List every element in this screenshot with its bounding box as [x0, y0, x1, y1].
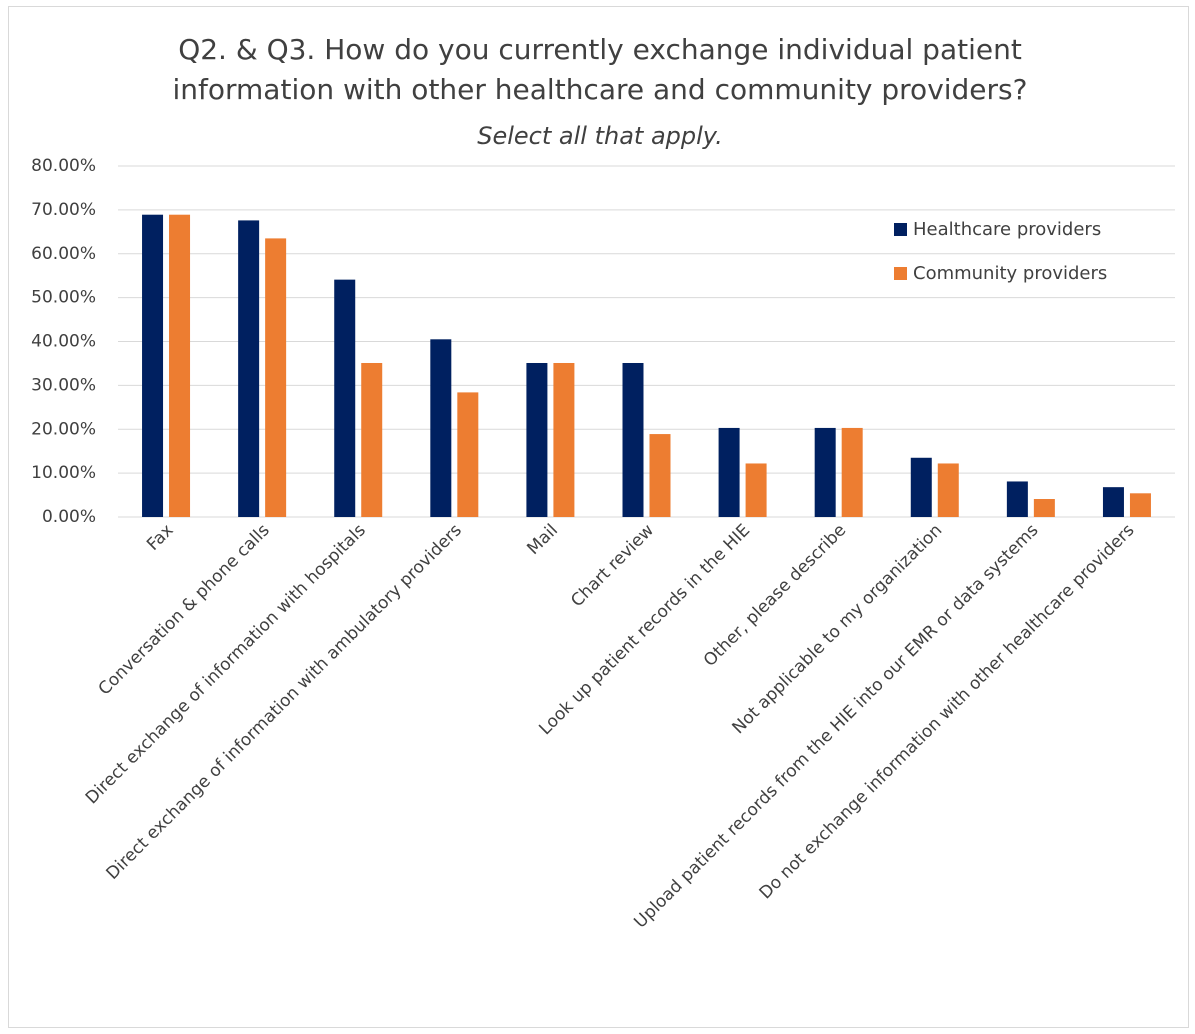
legend-label: Community providers — [913, 263, 1107, 284]
bar — [334, 279, 356, 517]
x-tick-label: Chart review — [567, 520, 658, 611]
y-tick-label: 70.00% — [31, 200, 96, 220]
bar — [457, 392, 479, 517]
bar — [142, 214, 164, 518]
y-tick-label: 60.00% — [31, 244, 96, 264]
bar — [910, 457, 932, 517]
bar — [238, 220, 260, 517]
x-tick-label: Conversation & phone calls — [95, 520, 274, 699]
chart-frame — [8, 6, 1189, 1028]
bar — [169, 214, 191, 518]
legend-swatch — [894, 223, 907, 236]
y-tick-label: 40.00% — [31, 332, 96, 352]
bar — [814, 427, 836, 517]
bar — [361, 362, 383, 517]
bar — [745, 463, 767, 517]
x-tick-label: Fax — [143, 520, 177, 554]
chart-subtitle: Select all that apply. — [477, 122, 723, 150]
x-tick-label: Do not exchange information with other h… — [756, 520, 1139, 903]
bar — [622, 362, 644, 517]
bar — [1006, 481, 1028, 517]
x-tick-label: Look up patient records in the HIE — [535, 520, 754, 739]
bar — [430, 339, 452, 517]
bar — [265, 238, 287, 518]
bar — [1129, 493, 1151, 517]
bar — [718, 427, 740, 517]
bar — [553, 362, 575, 517]
y-tick-label: 0.00% — [42, 507, 96, 527]
bar — [526, 362, 548, 517]
y-tick-label: 50.00% — [31, 288, 96, 308]
bar — [1033, 499, 1055, 517]
x-tick-label: Mail — [523, 520, 562, 559]
legend-swatch — [894, 267, 907, 280]
y-tick-label: 30.00% — [31, 375, 96, 395]
y-tick-label: 10.00% — [31, 463, 96, 483]
y-tick-label: 20.00% — [31, 419, 96, 439]
legend-label: Healthcare providers — [913, 219, 1101, 240]
bar — [937, 463, 959, 517]
bar — [1102, 487, 1124, 517]
bar — [841, 427, 863, 517]
bar — [649, 434, 671, 517]
y-tick-label: 80.00% — [31, 156, 96, 176]
x-tick-label: Direct exchange of information with ambu… — [102, 520, 465, 883]
chart-title: Q2. & Q3. How do you currently exchange … — [172, 33, 1028, 106]
x-tick-label: Not applicable to my organization — [729, 520, 947, 738]
